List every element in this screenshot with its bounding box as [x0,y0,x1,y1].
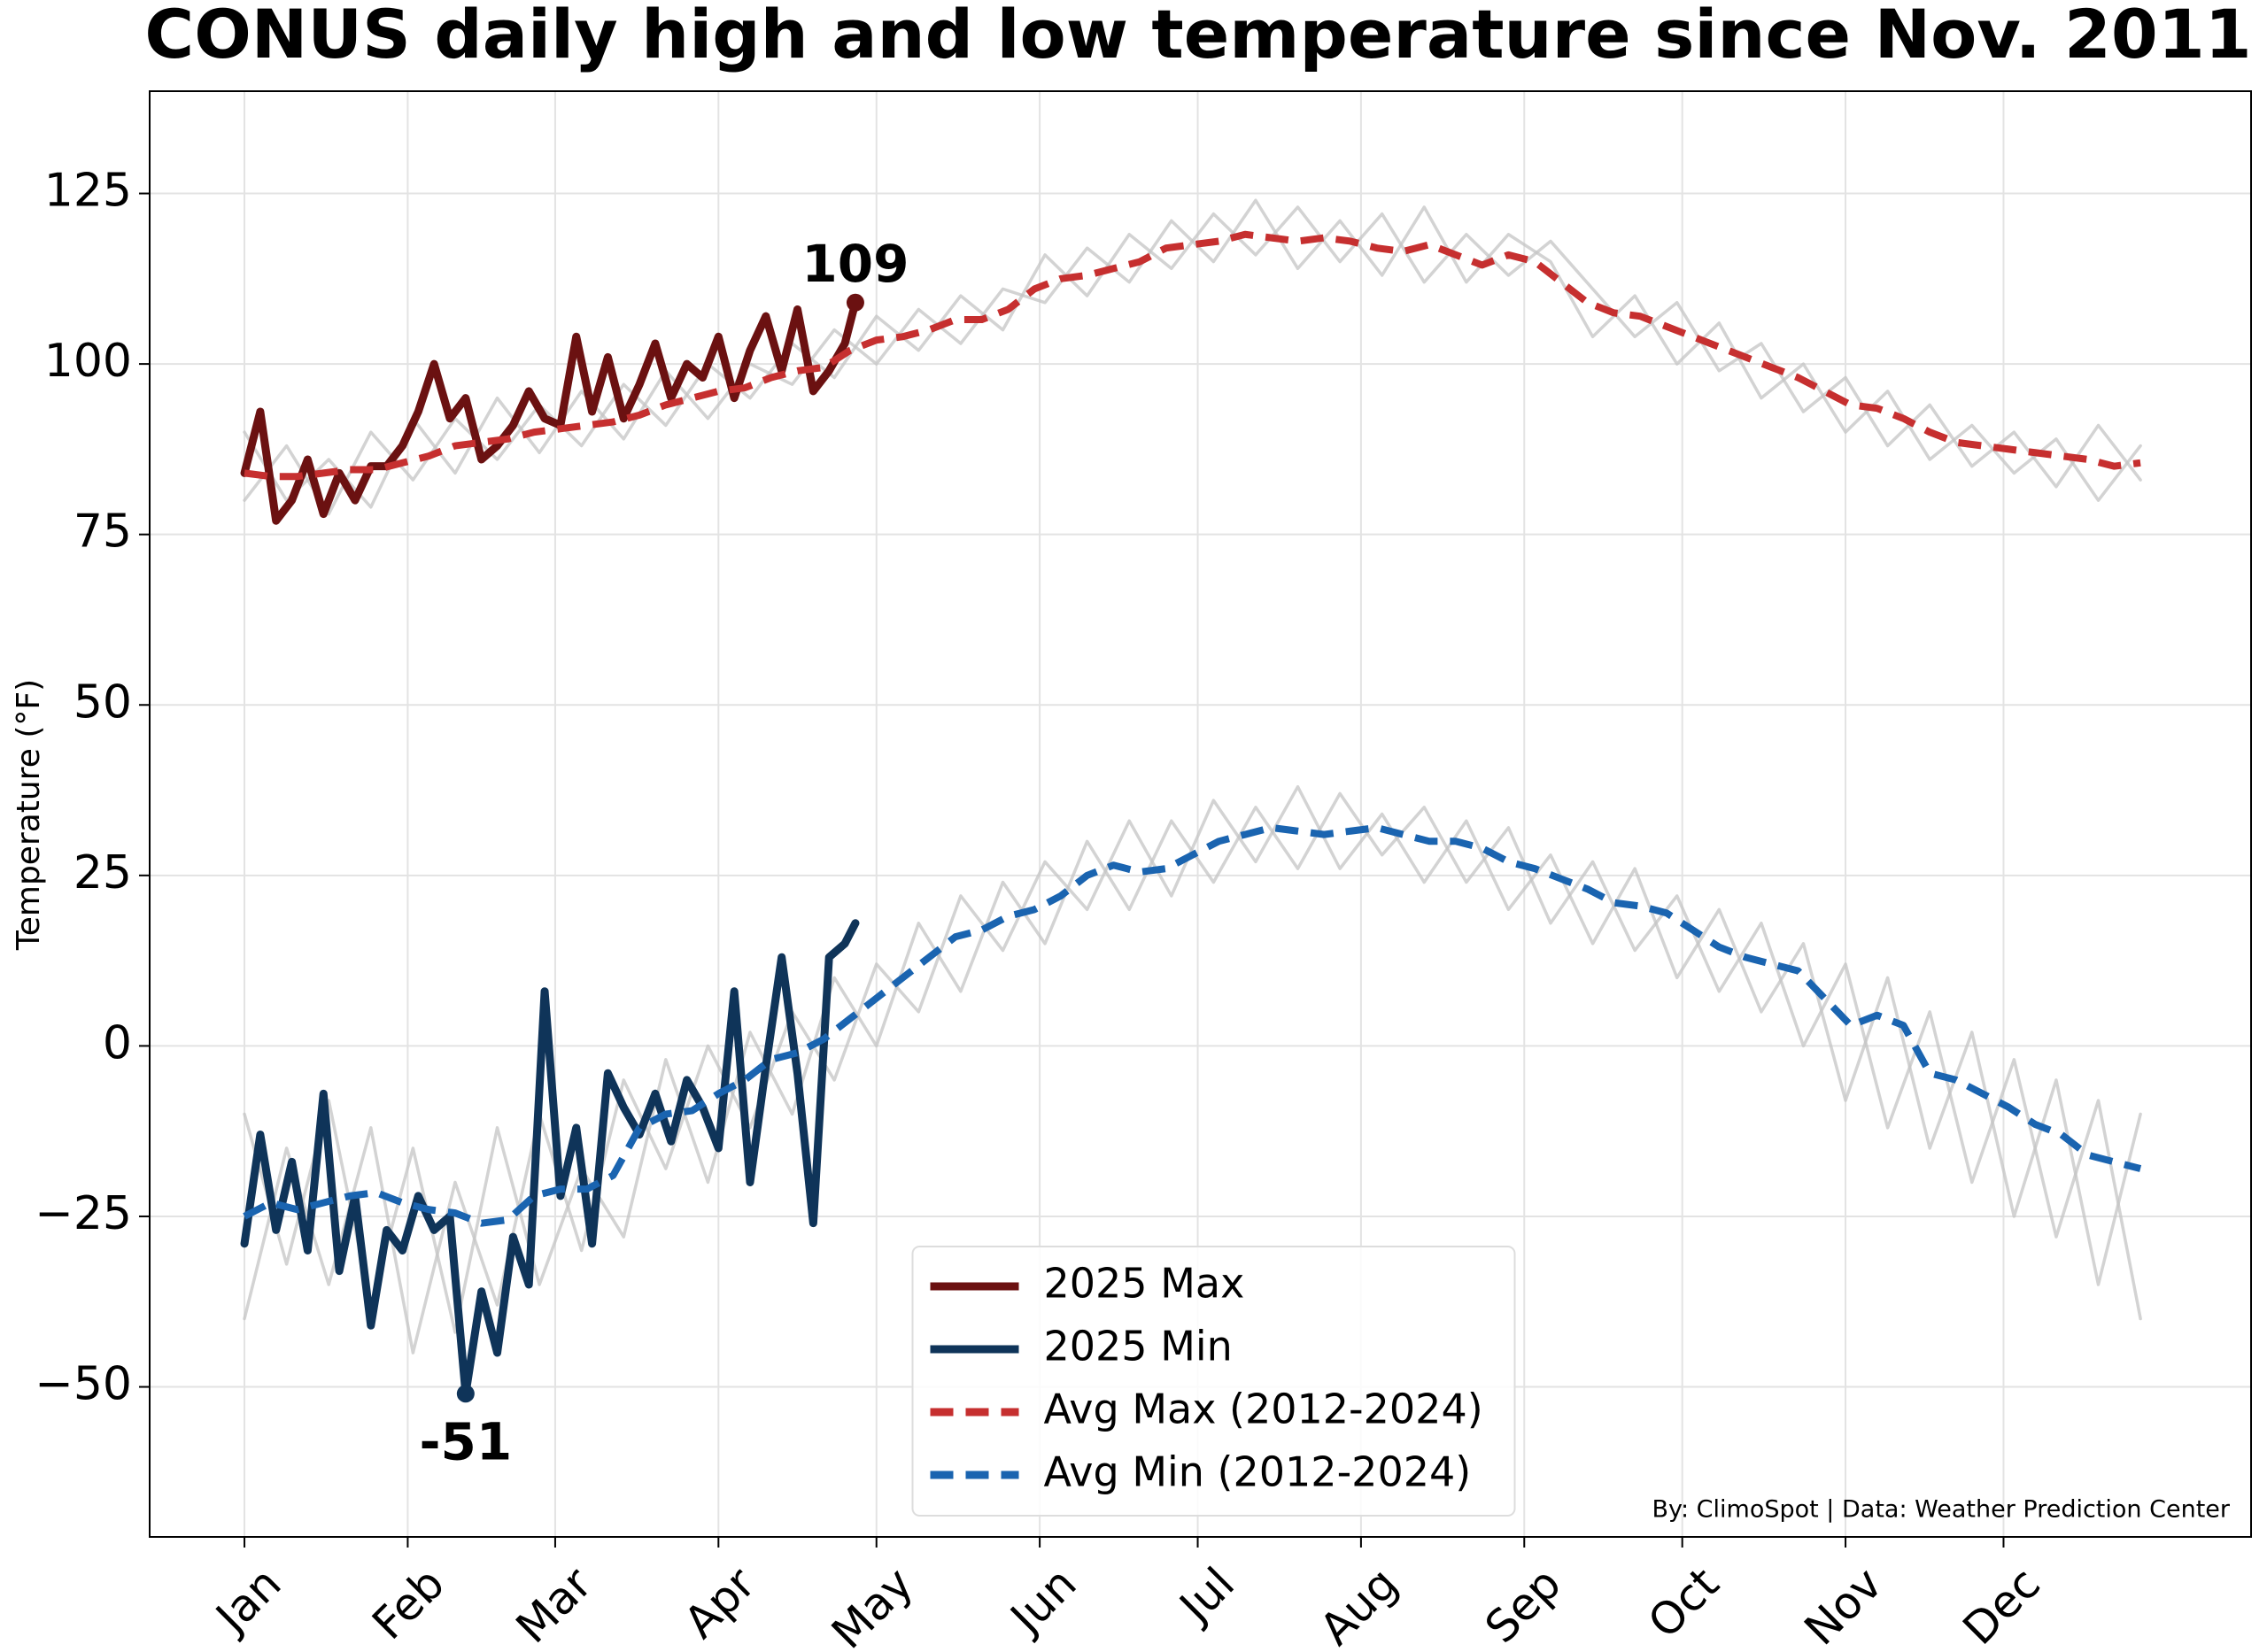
series-line [240,298,860,525]
legend-label: 2025 Min [1044,1323,1233,1370]
y-tick-label: 25 [74,846,132,899]
y-tick-label: 0 [103,1016,132,1069]
y-tick-label: 100 [44,335,132,388]
chart-title: CONUS daily high and low temperature sin… [144,0,2251,73]
annotation-marker [456,1385,475,1403]
y-tick-label: 50 [74,675,132,729]
y-tick-label: −25 [35,1187,132,1240]
series-line [240,919,860,1398]
annotation-marker [846,293,864,312]
legend-label: Avg Min (2012-2024) [1044,1448,1472,1496]
plot-frame [149,90,2252,1538]
y-axis-label: Temperature (°F) [11,679,47,951]
legend-box [911,1246,1516,1517]
series-line [243,823,2142,1227]
legend-label: Avg Max (2012-2024) [1044,1386,1483,1433]
y-tick-label: −50 [35,1358,132,1411]
y-tick-label: 125 [44,165,132,218]
credit: By: ClimoSpot | Data: Weather Prediction… [1652,1496,2230,1524]
annotation-label: -51 [419,1411,512,1471]
series-line [244,230,2141,481]
legend-label: 2025 Max [1044,1260,1245,1308]
annotation-label: 109 [801,234,909,294]
y-tick-label: 75 [74,506,132,559]
